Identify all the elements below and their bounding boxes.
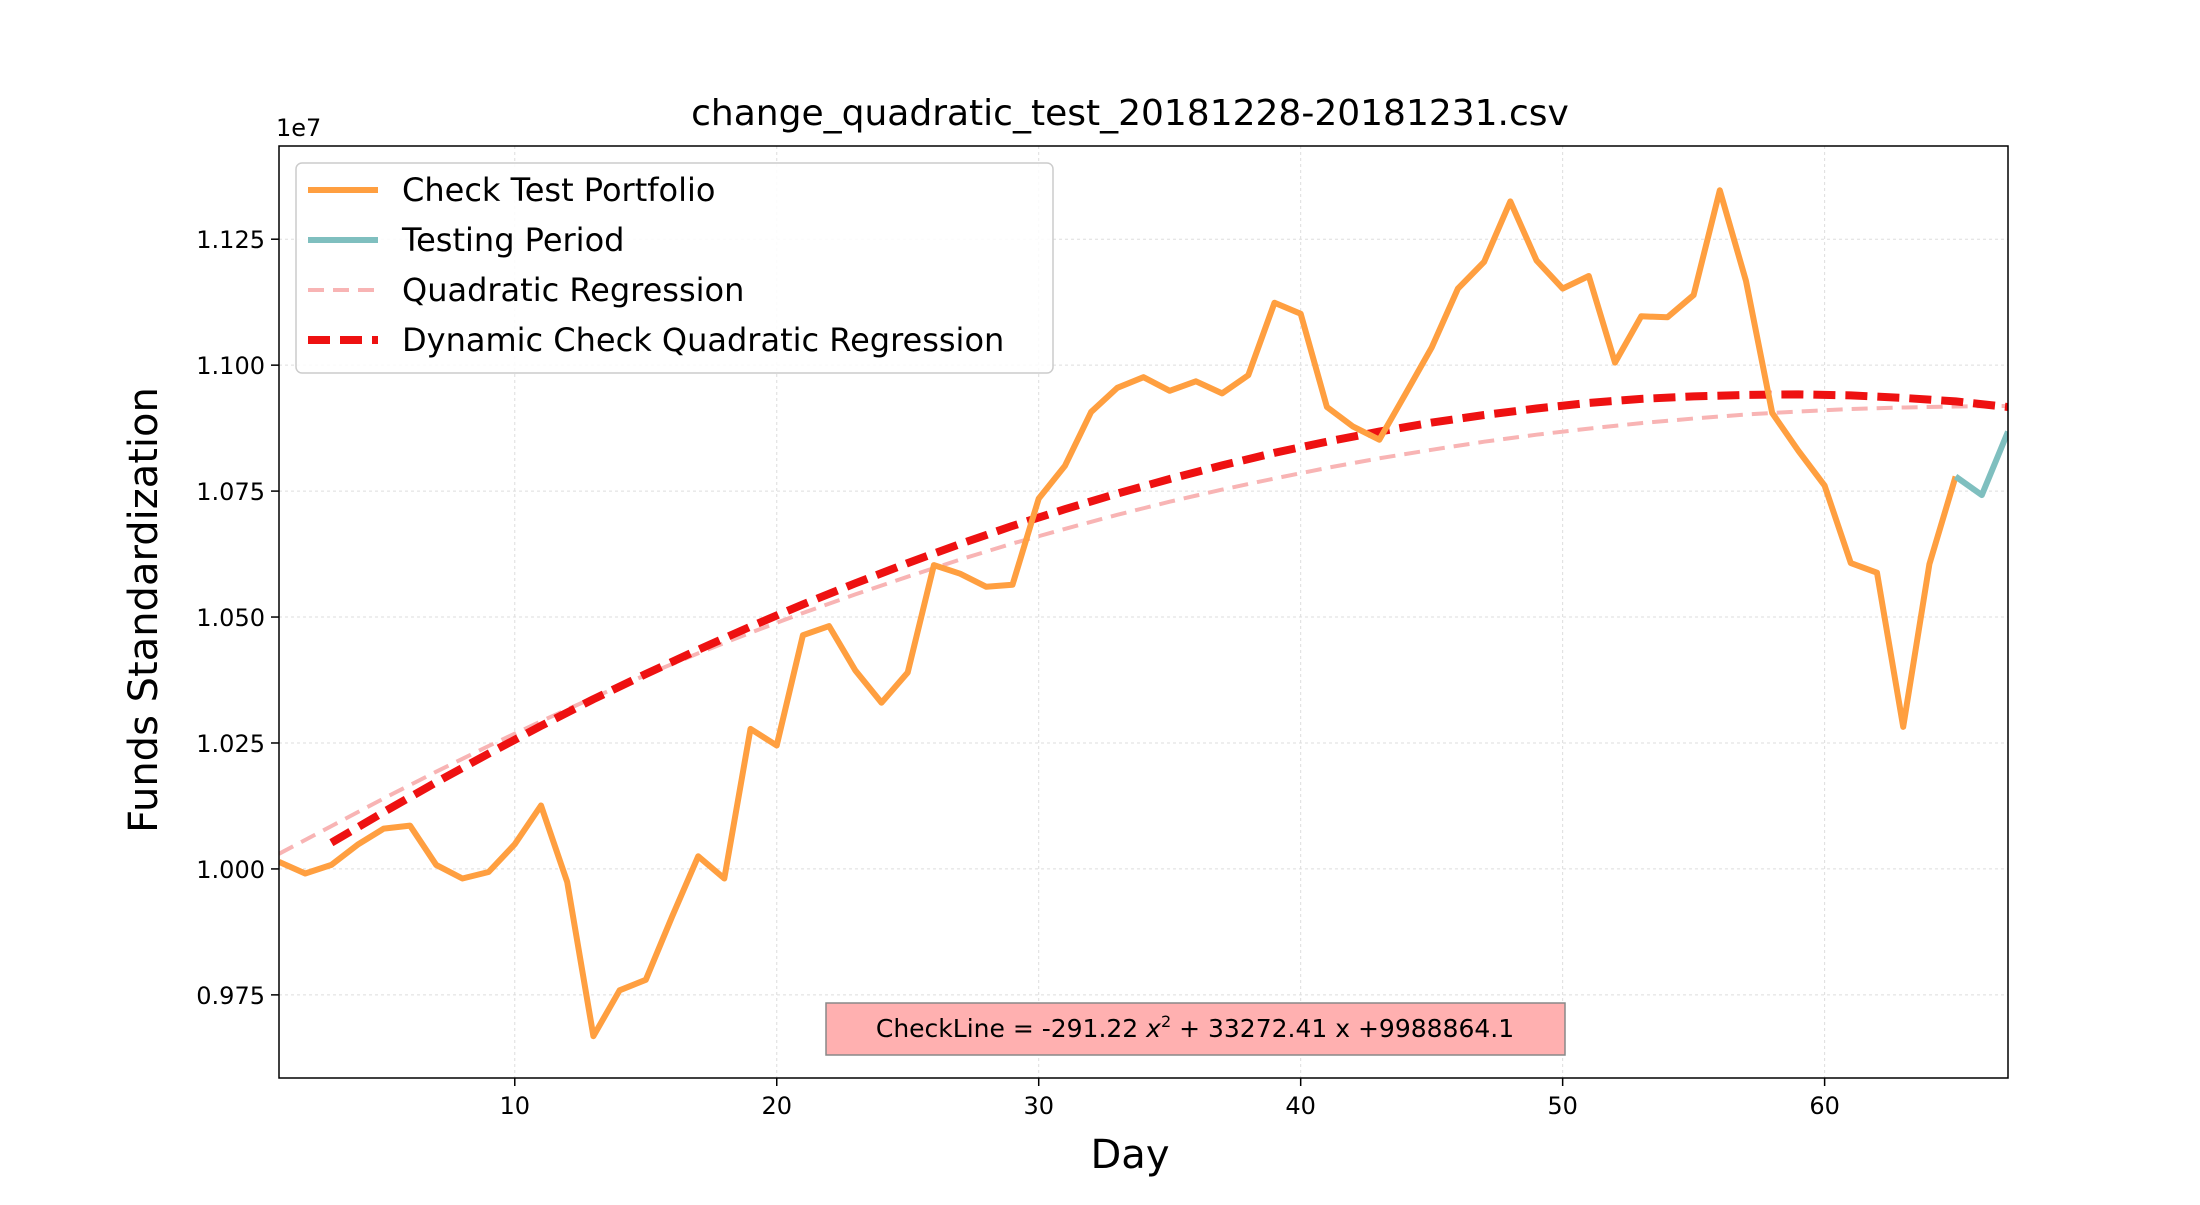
grid — [279, 146, 2008, 1078]
x-tick-label: 10 — [499, 1092, 530, 1120]
legend: Check Test Portfolio Testing Period Quadra… — [295, 162, 1054, 374]
y-tick-label: 1.025 — [196, 730, 265, 758]
x-tick-label: 30 — [1023, 1092, 1054, 1120]
axis-ticks: 10 20 30 40 50 60 0.975 1.000 1.025 1.050 1.075 1.1… — [196, 226, 1840, 1120]
legend-box — [295, 162, 1054, 374]
y-tick-label: 1.050 — [196, 604, 265, 632]
legend-label-quadratic-regression: Quadratic Regression — [402, 271, 744, 309]
y-tick-label: 1.125 — [196, 226, 265, 254]
legend-label-testing-period: Testing Period — [401, 221, 624, 259]
series-lines — [279, 187, 2008, 1040]
annotation-box — [825, 1002, 1566, 1056]
x-tick-label: 20 — [761, 1092, 792, 1120]
annotation-text: CheckLine = -291.22 x2 + 33272.41 x +998… — [876, 1012, 1514, 1043]
x-tick-label: 40 — [1285, 1092, 1316, 1120]
y-tick-label: 1.100 — [196, 352, 265, 380]
y-axis-label: Funds Standardization — [121, 387, 167, 833]
series-line-check-test-portfolio — [279, 187, 1959, 1040]
y-tick-label: 1.000 — [196, 856, 265, 884]
series-line-testing-period — [1953, 430, 2008, 499]
y-tick-label: 0.975 — [196, 982, 265, 1010]
x-tick-label: 60 — [1809, 1092, 1840, 1120]
annotation-prefix: CheckLine = -291.22 — [876, 1014, 1146, 1043]
annotation-var: x — [1145, 1014, 1161, 1043]
series-line-quadratic-regression — [279, 404, 2008, 856]
x-axis-label: Day — [1091, 1132, 1170, 1178]
equation-annotation: CheckLine = -291.22 x2 + 33272.41 x +998… — [825, 1002, 1566, 1056]
series-line-dynamic-check-quadratic-regression — [329, 390, 2008, 847]
chart-title: change_quadratic_test_20181228-20181231.… — [691, 93, 1569, 134]
x-tick-label: 50 — [1547, 1092, 1578, 1120]
legend-label-dynamic-check-quadratic-regression: Dynamic Check Quadratic Regression — [402, 321, 1004, 359]
annotation-suffix: + 33272.41 x +9988864.1 — [1171, 1014, 1514, 1043]
y-offset-label: 1e7 — [276, 114, 321, 142]
y-tick-label: 1.075 — [196, 478, 265, 506]
annotation-sup: 2 — [1161, 1012, 1171, 1031]
legend-label-check-test-portfolio: Check Test Portfolio — [402, 171, 715, 209]
plot-frame — [278, 145, 2009, 1079]
